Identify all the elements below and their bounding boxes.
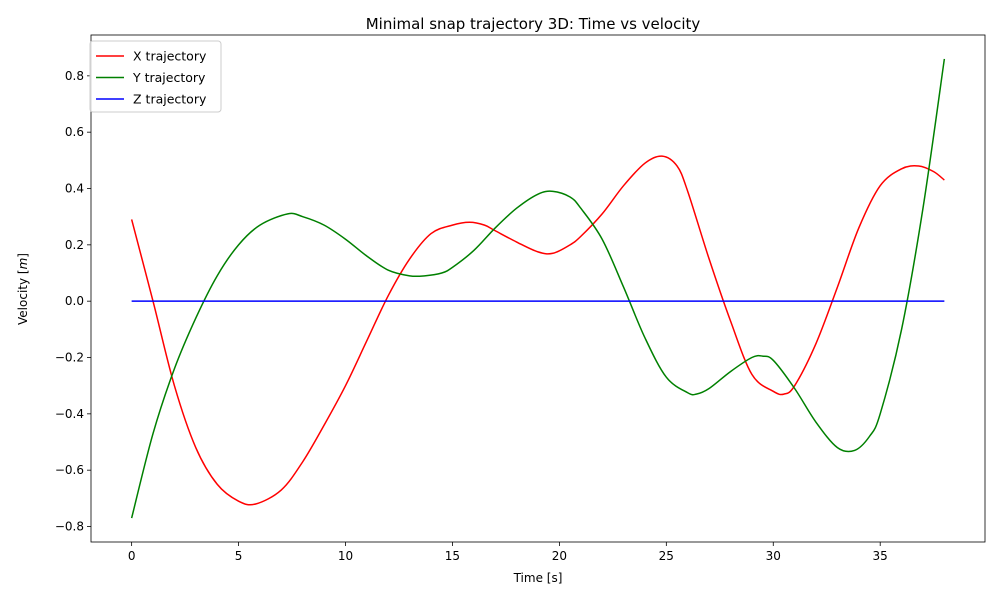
series-line-y [130,58,946,519]
legend: X trajectory Y trajectory Z trajectory [89,40,222,113]
y-tick-label: −0.6 [55,463,84,477]
x-tick-label: 5 [235,549,243,563]
y-tick-label: 0.8 [65,69,84,83]
y-tick-label: −0.4 [55,407,84,421]
series-lines [130,58,946,519]
legend-box [89,40,222,113]
x-tick-label: 35 [873,549,888,563]
x-tick-label: 10 [338,549,353,563]
y-axis-label-text: Velocity [ [16,269,30,325]
y-tick-label: 0.2 [65,238,84,252]
y-axis-ticks: −0.8 −0.6 −0.4 −0.2 0.0 0.2 0.4 0.6 0.8 [55,69,91,534]
y-axis-label-unit: m [16,258,30,270]
legend-label: X trajectory [133,49,207,64]
y-tick-label: −0.8 [55,520,84,534]
y-axis-label-close: ] [16,253,30,258]
x-tick-label: 0 [128,549,136,563]
x-tick-label: 20 [552,549,567,563]
legend-label: Y trajectory [132,70,206,85]
plot-frame [90,34,986,543]
y-tick-label: 0.4 [65,182,84,196]
x-tick-label: 15 [445,549,460,563]
legend-label: Z trajectory [133,92,207,107]
series-line-x [130,155,945,506]
y-tick-label: −0.2 [55,351,84,365]
x-tick-label: 30 [766,549,781,563]
x-axis-label: Time [s] [513,571,563,585]
y-tick-label: 0.0 [65,294,84,308]
y-axis-label: Velocity [m] [16,253,30,325]
x-tick-label: 25 [659,549,674,563]
y-tick-label: 0.6 [65,125,84,139]
x-axis-ticks: 0 5 10 15 20 25 30 35 [128,542,888,563]
chart-title: Minimal snap trajectory 3D: Time vs velo… [366,15,701,33]
